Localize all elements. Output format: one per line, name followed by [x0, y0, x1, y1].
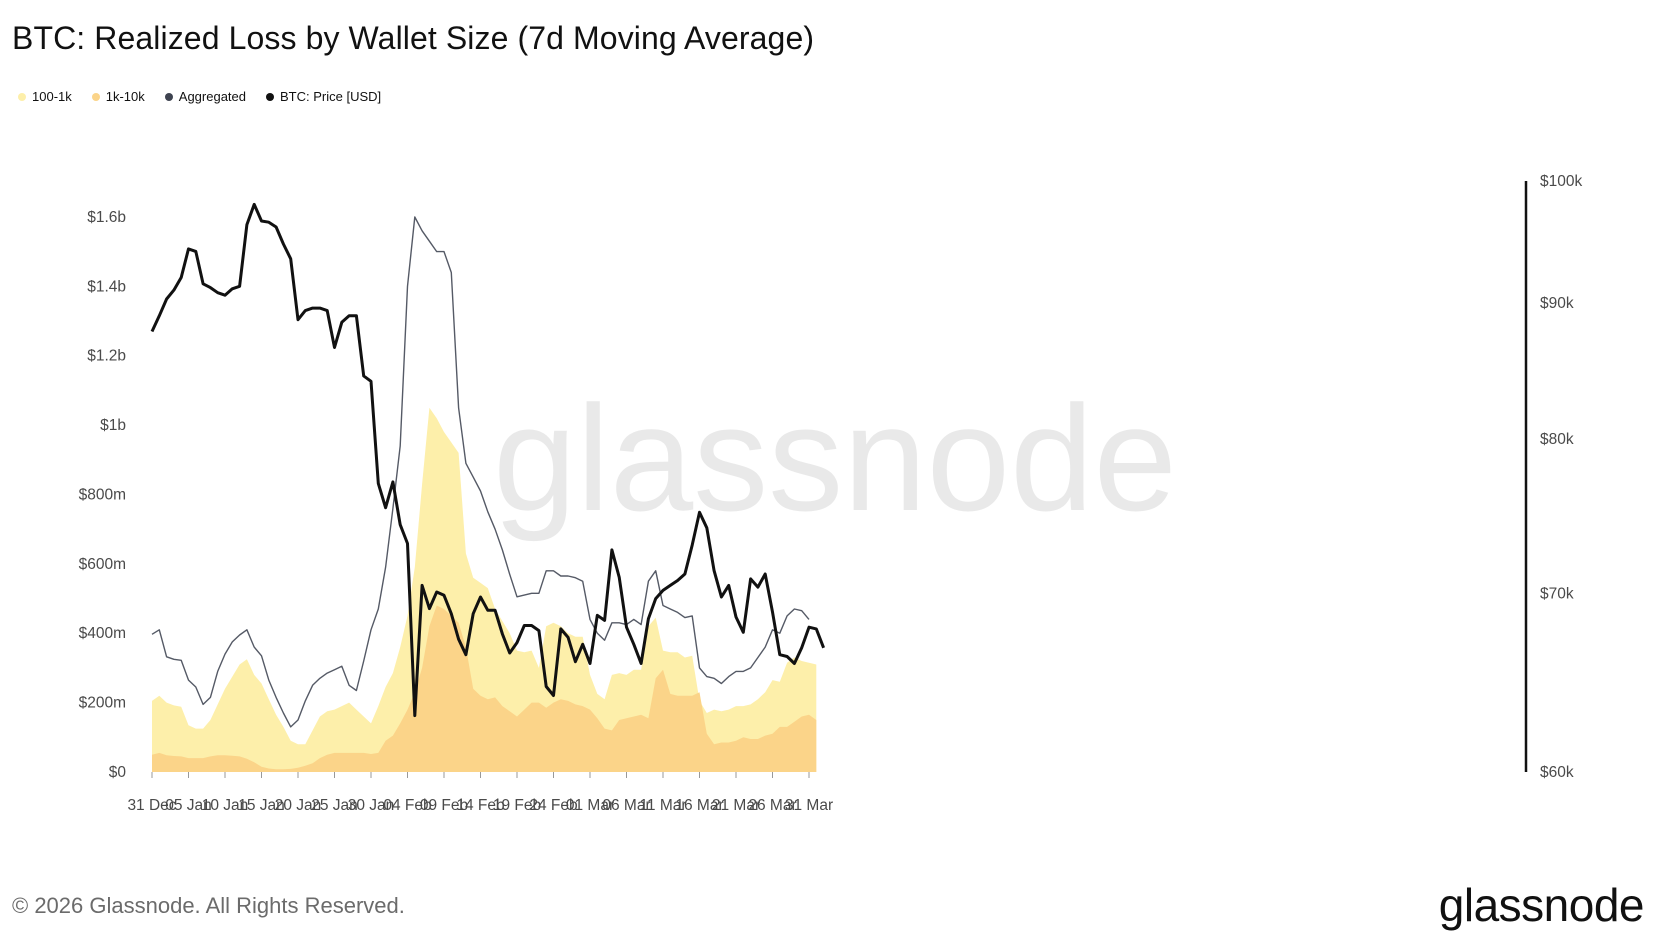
line-layer [150, 202, 825, 728]
y-left-tick-label: $600m [79, 556, 126, 573]
legend-item-btc-price[interactable]: BTC: Price [USD] [266, 89, 381, 104]
y-left-tick-label: $0 [109, 764, 127, 781]
y-left-tick-label: $1b [100, 417, 126, 434]
right-axis: $60k $70k $80k $90k $100k [1524, 173, 1582, 781]
series-line-btc-price [150, 202, 825, 718]
y-left-tick-label: $1.2b [87, 348, 126, 365]
y-right-tick-label: $70k [1540, 586, 1574, 603]
legend-swatch-btc-price [266, 92, 275, 101]
y-left-tick-label: $800m [79, 487, 126, 504]
y-left-tick-label: $1.4b [87, 278, 126, 295]
series-area-100-1k [152, 407, 817, 772]
x-tick-label: 10 Jan [202, 797, 249, 814]
x-tick-label: 05 Jan [165, 797, 212, 814]
x-tick-label: 06 Mar [602, 797, 650, 814]
y-left-tick-label: $200m [79, 695, 126, 712]
y-right-tick-label: $60k [1540, 764, 1574, 781]
x-tick-label: 16 Mar [675, 797, 723, 814]
x-tick-label: 24 Feb [529, 797, 577, 814]
x-tick-label: 04 Feb [383, 797, 431, 814]
copyright-footer: © 2026 Glassnode. All Rights Reserved. [12, 893, 405, 918]
watermark-text: glassnode [493, 374, 1177, 542]
x-tick-label: 14 Feb [456, 797, 504, 814]
x-tick-label: 31 Mar [785, 797, 833, 814]
legend-label-1k-10k: 1k-10k [105, 89, 145, 104]
brand-logo[interactable]: glassnode [1438, 879, 1645, 931]
x-tick-label: 19 Feb [493, 797, 541, 814]
legend-label-aggregated: Aggregated [178, 89, 247, 104]
x-tick-label: 25 Jan [311, 797, 358, 814]
series-area-1k-10k [152, 605, 817, 772]
chart-legend: 100-1k 1k-10k Aggregated BTC: Price [USD… [18, 89, 381, 104]
legend-swatch-100-1k [18, 92, 26, 101]
x-tick-label: 21 Mar [712, 797, 760, 814]
x-tick-label: 20 Jan [275, 797, 322, 814]
y-right-tick-label: $90k [1540, 295, 1574, 312]
legend-swatch-1k-10k [91, 92, 100, 101]
x-tick-label: 31 Dec [127, 797, 176, 814]
legend-swatch-aggregated [164, 92, 173, 101]
area-layer [152, 407, 817, 772]
legend-item-100-1k[interactable]: 100-1k [18, 89, 72, 104]
x-tick-label: 30 Jan [348, 797, 395, 814]
x-tick-label: 01 Mar [566, 797, 614, 814]
left-axis: $0 $200m $400m $600m $800m $1b $1.2b $1.4b $1.6b [79, 209, 127, 781]
y-right-tick-label: $80k [1540, 431, 1574, 448]
x-tick-label: 26 Mar [748, 797, 796, 814]
y-left-tick-label: $1.6b [87, 209, 126, 226]
legend-item-1k-10k[interactable]: 1k-10k [91, 89, 145, 104]
chart-title: BTC: Realized Loss by Wallet Size (7d Mo… [12, 20, 815, 56]
legend-item-aggregated[interactable]: Aggregated [164, 89, 247, 104]
y-left-tick-label: $400m [79, 625, 126, 642]
x-tick-label: 11 Mar [639, 797, 686, 814]
series-line-aggregated [151, 216, 810, 728]
legend-label-100-1k: 100-1k [32, 89, 72, 104]
y-right-tick-label: $100k [1540, 173, 1582, 190]
legend-label-btc-price: BTC: Price [USD] [280, 89, 382, 104]
x-tick-label: 09 Feb [420, 797, 468, 814]
x-tick-label: 15 Jan [238, 797, 285, 814]
